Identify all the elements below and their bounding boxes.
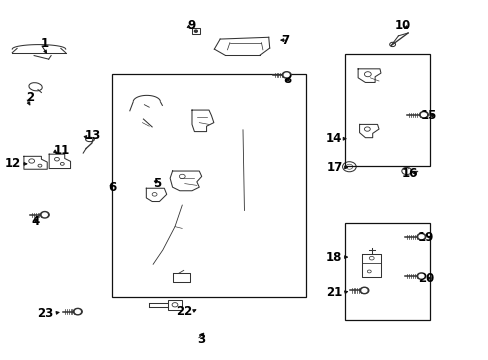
Text: 13: 13 <box>85 129 101 142</box>
Circle shape <box>418 235 423 238</box>
Bar <box>112 74 305 297</box>
Text: 10: 10 <box>393 19 410 32</box>
Text: 9: 9 <box>187 19 195 32</box>
Bar <box>345 54 429 166</box>
Circle shape <box>418 274 423 278</box>
Text: 7: 7 <box>281 33 288 47</box>
Text: 3: 3 <box>197 333 204 346</box>
Text: 18: 18 <box>325 251 341 264</box>
Text: 16: 16 <box>401 167 417 180</box>
Text: 4: 4 <box>32 215 40 228</box>
Circle shape <box>42 213 47 217</box>
Circle shape <box>359 287 368 294</box>
Text: 1: 1 <box>41 37 48 50</box>
Circle shape <box>282 72 290 78</box>
Text: 15: 15 <box>420 109 436 122</box>
Text: 11: 11 <box>54 144 70 157</box>
Text: 12: 12 <box>5 157 21 170</box>
Text: 6: 6 <box>108 181 117 194</box>
Circle shape <box>419 112 427 118</box>
Bar <box>345 223 429 320</box>
Text: 23: 23 <box>37 307 54 320</box>
Circle shape <box>421 113 426 117</box>
Text: 21: 21 <box>325 287 342 300</box>
Text: 19: 19 <box>417 231 433 244</box>
Circle shape <box>361 289 366 292</box>
Text: 14: 14 <box>325 132 341 145</box>
Text: 20: 20 <box>417 272 433 285</box>
Bar <box>167 300 182 310</box>
Bar <box>191 28 200 34</box>
Text: 17: 17 <box>325 161 342 174</box>
Circle shape <box>75 310 80 314</box>
Text: 22: 22 <box>175 305 192 318</box>
Circle shape <box>194 30 197 32</box>
Circle shape <box>416 273 425 279</box>
Text: 5: 5 <box>153 177 161 190</box>
Circle shape <box>284 73 288 77</box>
Text: 8: 8 <box>283 73 291 86</box>
Circle shape <box>41 212 49 218</box>
Text: 2: 2 <box>26 91 34 104</box>
Circle shape <box>73 309 82 315</box>
Circle shape <box>416 233 425 240</box>
